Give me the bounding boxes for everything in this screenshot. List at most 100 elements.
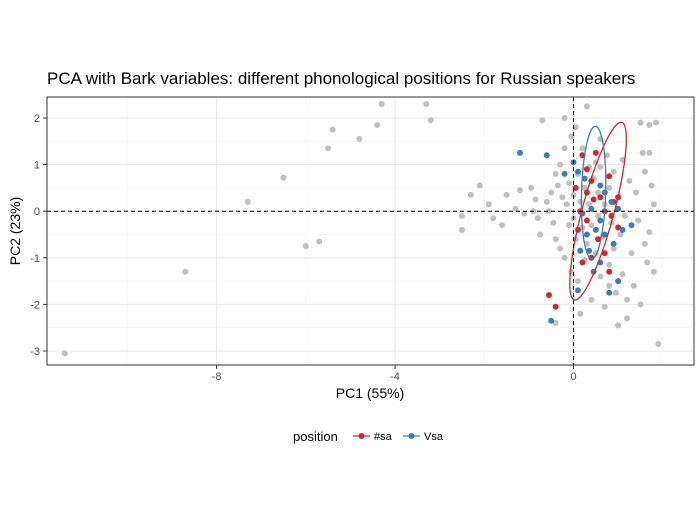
data-point xyxy=(579,259,586,266)
data-point xyxy=(554,182,561,189)
data-point xyxy=(458,212,465,219)
data-point xyxy=(503,191,510,198)
data-point xyxy=(427,117,434,124)
data-point xyxy=(534,215,541,222)
data-point xyxy=(597,217,604,224)
data-point xyxy=(280,174,287,181)
data-point xyxy=(624,296,631,303)
data-point xyxy=(521,210,528,217)
x-axis-title: PC1 (55%) xyxy=(336,385,404,401)
data-point xyxy=(597,163,604,170)
data-point xyxy=(637,119,644,126)
data-point xyxy=(458,226,465,233)
data-point xyxy=(610,245,617,252)
data-point xyxy=(572,124,579,131)
data-point xyxy=(606,289,613,296)
data-point xyxy=(548,317,555,324)
data-point xyxy=(601,303,608,310)
data-point xyxy=(563,201,570,208)
confidence-ellipse xyxy=(580,125,607,260)
data-point xyxy=(325,145,332,152)
data-point xyxy=(619,226,626,233)
data-point xyxy=(595,236,602,243)
data-point xyxy=(574,278,581,285)
data-point xyxy=(617,231,624,238)
data-point xyxy=(650,201,657,208)
data-point xyxy=(583,166,590,173)
data-point xyxy=(641,168,648,175)
data-point xyxy=(499,222,506,229)
data-point xyxy=(490,215,497,222)
data-point xyxy=(467,191,474,198)
data-point xyxy=(552,170,559,177)
data-point xyxy=(528,184,535,191)
legend: position #sa Vsa xyxy=(293,429,444,444)
data-point xyxy=(512,205,519,212)
data-point xyxy=(641,240,648,247)
data-point xyxy=(621,212,628,219)
data-point xyxy=(637,301,644,308)
data-point xyxy=(581,175,588,182)
data-point xyxy=(644,259,651,266)
data-point xyxy=(595,189,602,196)
data-point xyxy=(646,229,653,236)
data-point xyxy=(601,189,608,196)
data-point xyxy=(630,282,637,289)
plot-panel xyxy=(46,96,695,366)
data-point xyxy=(601,231,608,238)
data-point xyxy=(568,133,575,140)
data-point xyxy=(570,191,577,198)
data-point xyxy=(476,182,483,189)
y-tick-label: -1 xyxy=(30,253,40,265)
data-point xyxy=(586,201,593,208)
legend-key-vsa-dot xyxy=(408,433,415,439)
data-point xyxy=(374,121,381,128)
data-point xyxy=(603,152,610,159)
data-point xyxy=(583,231,590,238)
data-point xyxy=(561,170,568,177)
data-point xyxy=(577,247,584,254)
x-tick-label: -4 xyxy=(390,371,400,383)
data-point xyxy=(608,198,615,205)
data-point xyxy=(548,189,555,196)
data-point xyxy=(539,117,546,124)
data-point xyxy=(423,100,430,107)
panel-background xyxy=(47,97,694,365)
data-point xyxy=(561,254,568,261)
data-point xyxy=(595,212,602,219)
data-point xyxy=(516,149,523,156)
data-point xyxy=(557,161,564,168)
data-point xyxy=(583,217,590,224)
data-point xyxy=(624,315,631,322)
data-point xyxy=(646,149,653,156)
data-point xyxy=(597,182,604,189)
data-point xyxy=(559,194,566,201)
data-point xyxy=(606,261,613,268)
y-tick-label: 0 xyxy=(34,206,40,218)
data-point xyxy=(597,273,604,280)
data-point xyxy=(574,287,581,294)
data-point xyxy=(577,310,584,317)
data-point xyxy=(577,198,584,205)
data-point xyxy=(583,103,590,110)
data-point xyxy=(61,350,68,357)
data-point xyxy=(615,278,622,285)
data-point xyxy=(606,282,613,289)
data-point xyxy=(557,245,564,252)
data-point xyxy=(552,320,559,327)
data-point xyxy=(588,222,595,229)
data-point xyxy=(579,145,586,152)
data-point xyxy=(592,149,599,156)
data-point xyxy=(606,173,613,180)
data-point xyxy=(566,222,573,229)
legend-key-sa-dot xyxy=(358,433,365,439)
data-point xyxy=(561,114,568,121)
data-point xyxy=(588,254,595,261)
data-point xyxy=(639,149,646,156)
y-tick-label: 1 xyxy=(34,160,40,172)
data-point xyxy=(566,180,573,187)
data-point xyxy=(244,198,251,205)
data-point xyxy=(588,205,595,212)
data-point xyxy=(302,243,309,250)
